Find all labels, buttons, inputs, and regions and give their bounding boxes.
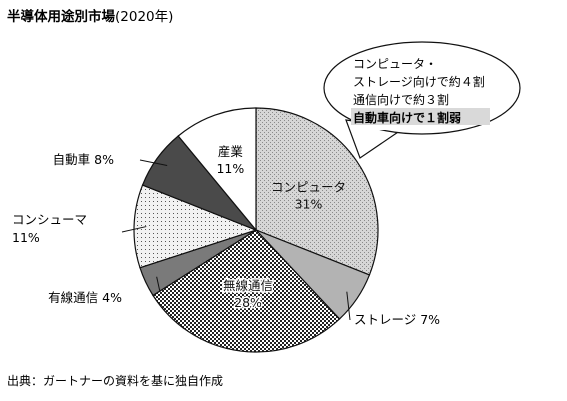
slice-label-name-5: コンシューマ: [12, 212, 87, 227]
slice-label-value-2: 7%: [420, 312, 440, 327]
pie-slice-5: [133, 184, 258, 269]
slice-label-value-5: 11%: [12, 230, 40, 245]
callout-line-2: ストレージ向けで約４割: [353, 74, 485, 89]
slice-label-value-3: 28%: [234, 295, 262, 310]
leader-line-5: [121, 226, 147, 233]
pie-slice-3: [152, 229, 341, 353]
slice-label-value-6: 8%: [94, 152, 114, 167]
callout-line-4: 自動車向けで１割弱: [353, 110, 461, 125]
slice-label-value-7: 11%: [216, 161, 244, 176]
callout-line-3: 通信向けで約３割: [353, 92, 449, 107]
slice-label-value-4: 4%: [102, 290, 122, 305]
slice-label-name-1: コンピュータ: [271, 179, 346, 194]
pie-slice-7: [177, 107, 257, 232]
leader-line-6: [139, 159, 168, 166]
slice-label-value-1: 31%: [295, 196, 323, 211]
source-note: 出典：ガートナーの資料を基に独自作成: [7, 374, 223, 388]
callout-highlight: [351, 108, 490, 125]
slice-label-name-4: 有線通信: [48, 290, 102, 305]
slice-label-name-7: 産業: [218, 144, 244, 159]
callout-bubble: コンピュータ・ ストレージ向けで約４割 通信向けで約３割 自動車向けで１割弱: [323, 41, 521, 159]
slice-label-2: ストレージ 7%: [354, 312, 440, 327]
leader-line-2: [346, 291, 351, 321]
slice-label-name-6: 自動車: [53, 152, 94, 167]
pie-slice-1: [255, 107, 379, 276]
slice-label-name-3: 無線通信: [223, 278, 273, 293]
leader-line-4: [156, 276, 161, 293]
chart-title: 半導体用途別市場(2020年): [7, 8, 173, 25]
slice-label-name-2: ストレージ: [354, 312, 420, 327]
callout-line-1: コンピュータ・: [353, 57, 437, 71]
slice-label-4: 有線通信 4%: [48, 290, 122, 305]
slice-label-6: 自動車 8%: [53, 152, 114, 167]
